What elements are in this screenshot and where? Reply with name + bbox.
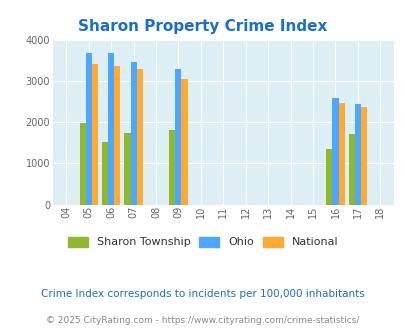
Bar: [338, 103, 344, 205]
Bar: [102, 142, 108, 205]
Bar: [136, 69, 142, 205]
Bar: [92, 63, 98, 205]
Bar: [85, 53, 92, 205]
Bar: [326, 149, 332, 205]
Bar: [124, 133, 130, 205]
Bar: [130, 62, 136, 205]
Bar: [360, 107, 366, 205]
Bar: [108, 53, 114, 205]
Bar: [79, 123, 85, 205]
Bar: [169, 130, 175, 205]
Text: Crime Index corresponds to incidents per 100,000 inhabitants: Crime Index corresponds to incidents per…: [41, 289, 364, 299]
Bar: [175, 69, 181, 205]
Bar: [332, 98, 338, 205]
Bar: [354, 104, 360, 205]
Legend: Sharon Township, Ohio, National: Sharon Township, Ohio, National: [63, 232, 342, 252]
Bar: [114, 66, 120, 205]
Text: Sharon Property Crime Index: Sharon Property Crime Index: [78, 19, 327, 34]
Text: © 2025 CityRating.com - https://www.cityrating.com/crime-statistics/: © 2025 CityRating.com - https://www.city…: [46, 315, 359, 325]
Bar: [348, 134, 354, 205]
Bar: [181, 79, 187, 205]
